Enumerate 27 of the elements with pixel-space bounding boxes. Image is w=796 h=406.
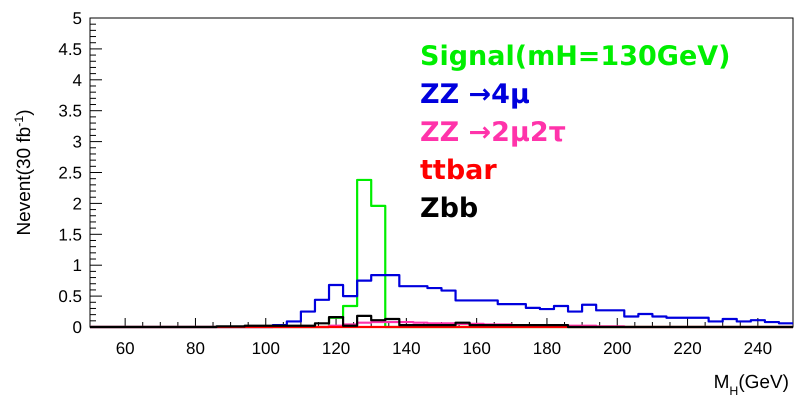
x-tick-label: 60 — [116, 339, 135, 358]
y-tick-label: 0.5 — [58, 287, 82, 306]
x-tick-label: 80 — [186, 339, 205, 358]
x-axis-title: M$_{H}$(GeV) — [714, 372, 789, 398]
x-tick-label: 120 — [322, 339, 350, 358]
text: ttbar — [420, 155, 498, 186]
text: ZZ →2μ2τ — [420, 117, 566, 148]
x-tick-label: 200 — [603, 339, 632, 358]
x-tick-label: 100 — [252, 339, 280, 358]
y-tick-label: 4.5 — [58, 40, 82, 59]
text: Signal(mH=130GeV) — [420, 41, 730, 72]
y-tick-label: 3.5 — [58, 102, 82, 121]
y-tick-label: 2.5 — [58, 164, 82, 182]
y-tick-label: 2 — [72, 194, 82, 214]
x-tick-label: 240 — [744, 339, 772, 358]
x-tick-label: 160 — [462, 339, 491, 358]
y-tick-label: 5 — [72, 9, 82, 28]
text: Zbb — [420, 193, 478, 224]
y-tick-label: 1 — [72, 256, 82, 276]
y-tick-label: 0 — [72, 318, 82, 337]
x-tick-label: 140 — [392, 339, 421, 358]
y-tick-label: 4 — [72, 70, 82, 90]
y-tick-label: 1.5 — [58, 225, 82, 244]
x-tick-label: 220 — [673, 339, 702, 358]
x-tick-label: 180 — [532, 339, 562, 358]
y-tick-label: 3 — [72, 132, 82, 152]
text: ZZ →4μ — [420, 79, 530, 110]
